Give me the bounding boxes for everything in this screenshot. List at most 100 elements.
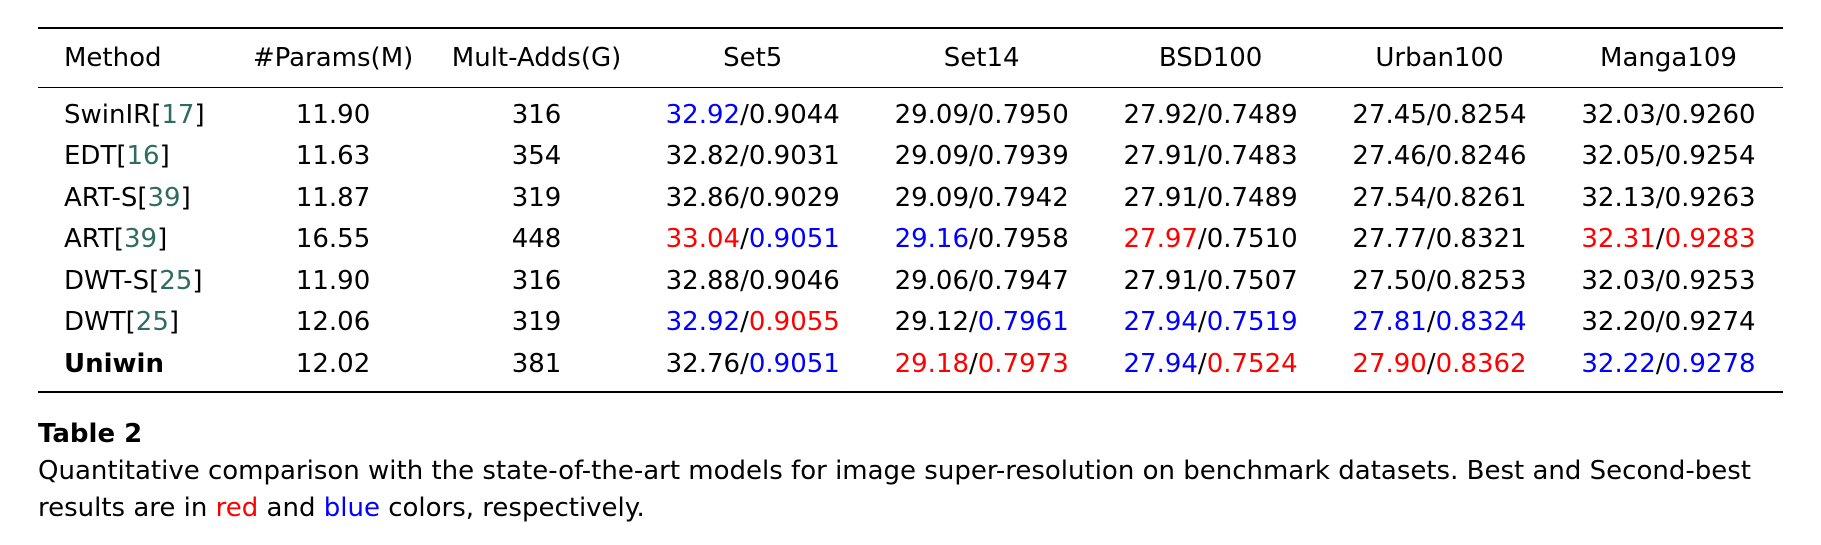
score-separator: / <box>1197 307 1207 338</box>
score-separator: / <box>740 307 749 338</box>
score-separator: / <box>969 182 978 213</box>
score-cell: 32.82/0.9031 <box>638 136 867 178</box>
ssim-value: 0.7524 <box>1206 348 1298 379</box>
psnr-value: 32.92 <box>665 307 741 338</box>
mult-adds-cell: 319 <box>511 182 562 213</box>
header-params: #Params(M) <box>252 43 414 73</box>
citation-link[interactable]: 39 <box>147 182 181 213</box>
params-cell: 11.90 <box>295 265 371 296</box>
ssim-value: 0.9260 <box>1664 99 1756 130</box>
header-manga109: Manga109 <box>1600 43 1737 73</box>
score-separator: / <box>740 265 749 296</box>
ssim-value: 0.7483 <box>1206 141 1298 172</box>
score-cell: 32.31/0.9283 <box>1554 219 1783 261</box>
score-cell: 27.97/0.7510 <box>1096 219 1325 261</box>
score-cell: 32.03/0.9253 <box>1554 260 1783 302</box>
method-cell: ART-S[39] <box>38 177 231 219</box>
caption-text-part: colors, respectively. <box>379 493 645 523</box>
mult-adds-cell: 316 <box>511 99 562 130</box>
ssim-value: 0.9031 <box>748 141 840 172</box>
citation-link[interactable]: 16 <box>126 141 160 172</box>
caption-red-word: red <box>215 493 259 523</box>
score-separator: / <box>1655 182 1665 213</box>
score-cell: 33.04/0.9051 <box>638 219 867 261</box>
ssim-value: 0.8321 <box>1435 224 1527 255</box>
caption-text-part: and <box>258 493 324 523</box>
score-separator: / <box>969 307 978 338</box>
psnr-value: 32.88 <box>665 265 741 296</box>
score-separator: / <box>740 141 749 172</box>
psnr-value: 27.50 <box>1352 265 1427 296</box>
psnr-value: 32.92 <box>665 99 741 130</box>
score-cell: 27.50/0.8253 <box>1325 260 1554 302</box>
psnr-value: 27.77 <box>1352 224 1427 255</box>
score-separator: / <box>1426 348 1436 379</box>
score-separator: / <box>1426 307 1436 338</box>
score-cell: 29.06/0.7947 <box>867 260 1096 302</box>
method-cell: DWT[25] <box>38 302 231 344</box>
params-cell: 12.06 <box>295 307 371 338</box>
score-cell: 32.03/0.9260 <box>1554 88 1783 136</box>
score-separator: / <box>1426 265 1436 296</box>
score-cell: 27.91/0.7489 <box>1096 177 1325 219</box>
psnr-value: 32.20 <box>1581 307 1656 338</box>
score-cell: 29.09/0.7942 <box>867 177 1096 219</box>
method-cell: EDT[16] <box>38 136 231 178</box>
ssim-value: 0.7939 <box>977 141 1069 172</box>
table-row: SwinIR[17] 11.90 316 32.92/0.9044 29.09/0.79… <box>38 88 1783 136</box>
score-cell: 32.92/0.9044 <box>638 88 867 136</box>
score-cell: 29.16/0.7958 <box>867 219 1096 261</box>
citation-link[interactable]: 17 <box>161 99 195 130</box>
score-cell: 29.09/0.7950 <box>867 88 1096 136</box>
params-cell: 11.90 <box>295 99 371 130</box>
citation-link[interactable]: 39 <box>124 224 158 255</box>
psnr-value: 27.54 <box>1352 182 1427 213</box>
psnr-value: 27.90 <box>1352 348 1427 379</box>
citation-bracket: [ <box>149 265 160 296</box>
table-body: SwinIR[17] 11.90 316 32.92/0.9044 29.09/0.79… <box>38 88 1783 392</box>
caption-text: Quantitative comparison with the state-o… <box>38 453 1783 527</box>
citation-bracket: [ <box>137 182 148 213</box>
score-cell: 27.90/0.8362 <box>1325 343 1554 392</box>
psnr-value: 27.97 <box>1123 224 1198 255</box>
score-separator: / <box>1197 265 1207 296</box>
params-cell: 11.63 <box>295 141 371 172</box>
table-row: Uniwin 12.02 381 32.76/0.9051 29.18/0.7973 27… <box>38 343 1783 392</box>
score-separator: / <box>1197 141 1207 172</box>
psnr-value: 27.91 <box>1123 182 1198 213</box>
citation-bracket: ] <box>180 182 191 213</box>
score-cell: 27.81/0.8324 <box>1325 302 1554 344</box>
ssim-value: 0.9274 <box>1664 307 1756 338</box>
score-cell: 27.45/0.8254 <box>1325 88 1554 136</box>
psnr-value: 29.12 <box>894 307 969 338</box>
citation-link[interactable]: 25 <box>159 265 193 296</box>
mult-adds-cell: 354 <box>511 141 562 172</box>
score-cell: 29.12/0.7961 <box>867 302 1096 344</box>
mult-adds-cell: 316 <box>511 265 562 296</box>
score-separator: / <box>1655 99 1665 130</box>
params-cell: 12.02 <box>295 348 371 379</box>
score-cell: 27.54/0.8261 <box>1325 177 1554 219</box>
score-cell: 27.94/0.7519 <box>1096 302 1325 344</box>
ssim-value: 0.7519 <box>1206 307 1298 338</box>
ssim-value: 0.9051 <box>748 224 840 255</box>
psnr-value: 27.91 <box>1123 141 1198 172</box>
psnr-value: 27.81 <box>1352 307 1427 338</box>
psnr-value: 32.13 <box>1581 182 1656 213</box>
score-cell: 32.88/0.9046 <box>638 260 867 302</box>
citation-link[interactable]: 25 <box>135 307 169 338</box>
psnr-value: 29.18 <box>894 348 969 379</box>
mult-adds-cell: 381 <box>511 348 562 379</box>
method-name: Uniwin <box>64 348 164 379</box>
score-cell: 32.05/0.9254 <box>1554 136 1783 178</box>
psnr-value: 29.06 <box>894 265 969 296</box>
method-cell: DWT-S[25] <box>38 260 231 302</box>
ssim-value: 0.9051 <box>748 348 840 379</box>
score-separator: / <box>1197 348 1207 379</box>
psnr-value: 27.91 <box>1123 265 1198 296</box>
header-row: Method #Params(M) Mult-Adds(G) Set5 Set1… <box>38 28 1783 88</box>
psnr-value: 33.04 <box>665 224 741 255</box>
method-cell: SwinIR[17] <box>38 88 231 136</box>
score-cell: 29.09/0.7939 <box>867 136 1096 178</box>
table-header: Method #Params(M) Mult-Adds(G) Set5 Set1… <box>38 28 1783 88</box>
